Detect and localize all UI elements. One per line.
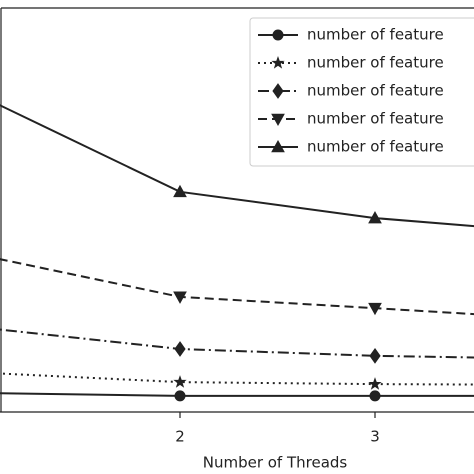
legend-frame — [249, 17, 474, 167]
data-point — [173, 184, 187, 198]
legend-label: number of feature — [307, 54, 444, 72]
data-point — [173, 291, 187, 304]
legend-marker — [272, 83, 284, 99]
series-line — [0, 104, 474, 228]
legend-label: number of feature — [307, 26, 444, 44]
data-point — [174, 390, 186, 402]
series-line — [0, 328, 474, 359]
data-point — [368, 302, 382, 316]
x-tick-label: 3 — [370, 428, 380, 446]
data-point — [369, 390, 381, 402]
legend-label: number of feature — [307, 138, 444, 156]
legend-label: number of feature — [307, 110, 444, 128]
x-axis-label: Number of Threads — [203, 454, 348, 472]
legend-marker — [272, 29, 284, 41]
series-line — [0, 258, 474, 316]
series-line — [0, 372, 474, 386]
data-point — [368, 377, 382, 390]
legend-marker — [271, 55, 285, 69]
data-point — [369, 347, 381, 364]
data-point — [368, 211, 382, 224]
legend-label: number of feature — [307, 82, 444, 100]
legend-marker — [271, 113, 285, 127]
legend-marker — [271, 139, 285, 153]
data-point — [173, 375, 187, 388]
legend: number of feature number of feature number… — [249, 17, 474, 167]
x-tick-label: 2 — [175, 428, 185, 446]
series-line — [0, 392, 474, 397]
data-point — [174, 341, 186, 357]
